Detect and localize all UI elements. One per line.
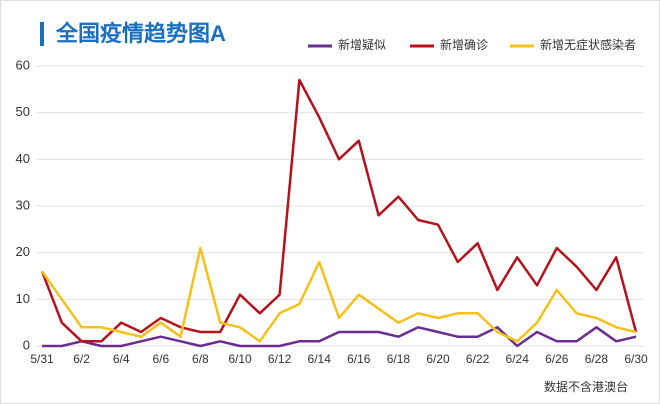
x-tick-label: 6/20 (426, 352, 450, 366)
x-tick-label: 6/10 (228, 352, 252, 366)
x-tick-label: 6/2 (73, 352, 90, 366)
series-line (42, 326, 637, 348)
x-tick-label: 6/24 (506, 352, 530, 366)
x-tick-label: 6/6 (152, 352, 169, 366)
x-tick-label: 5/31 (30, 352, 54, 366)
y-tick-label: 60 (16, 57, 30, 72)
legend-label: 新增无症状感染者 (540, 37, 636, 52)
x-tick-label: 6/14 (308, 352, 332, 366)
series-line (40, 246, 637, 343)
y-tick-label: 20 (16, 244, 30, 259)
x-tick-label: 6/4 (113, 352, 130, 366)
x-tick-label: 6/8 (192, 352, 209, 366)
x-tick-label: 6/18 (387, 352, 411, 366)
y-tick-label: 10 (16, 291, 30, 306)
x-tick-label: 6/12 (268, 352, 292, 366)
x-tick-label: 6/22 (466, 352, 490, 366)
y-tick-label: 0 (23, 337, 30, 352)
y-tick-label: 40 (16, 151, 30, 166)
series-line (40, 78, 638, 343)
chart-title: 全国疫情趋势图A (55, 21, 226, 46)
legend-label: 新增疑似 (338, 37, 386, 52)
title-bar (40, 22, 44, 46)
y-tick-label: 50 (16, 104, 30, 119)
note: 数据不含港澳台 (544, 379, 628, 394)
x-tick-label: 6/16 (347, 352, 371, 366)
x-tick-label: 6/26 (545, 352, 569, 366)
x-tick-label: 6/30 (624, 352, 648, 366)
y-tick-label: 30 (16, 197, 30, 212)
x-tick-label: 6/28 (585, 352, 609, 366)
legend-label: 新增确诊 (440, 37, 488, 52)
